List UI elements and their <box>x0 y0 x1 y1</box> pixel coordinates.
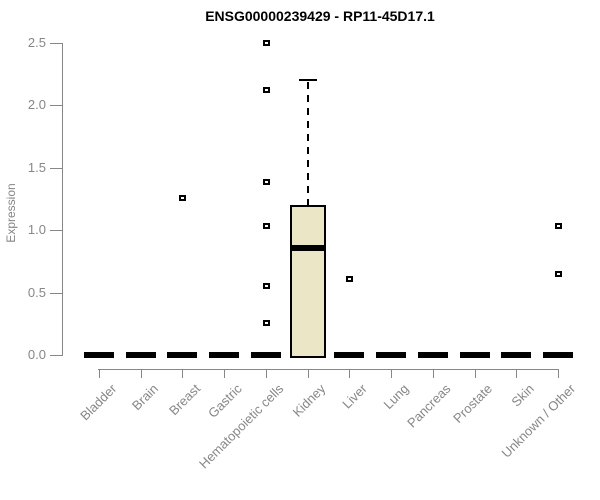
x-tick <box>558 369 560 378</box>
x-tick <box>265 369 267 378</box>
x-category-label: Brain <box>129 381 162 414</box>
outlier-point <box>262 40 270 46</box>
x-category-label: Prostate <box>450 381 496 426</box>
x-tick <box>307 369 309 378</box>
x-category-label: Gastric <box>205 381 245 421</box>
outlier-point <box>346 275 354 282</box>
y-tick <box>50 167 62 169</box>
zero-box-bar <box>167 352 198 358</box>
upper-whisker-cap <box>298 79 317 82</box>
y-tick <box>50 292 62 294</box>
chart-title: ENSG00000239429 - RP11-45D17.1 <box>205 8 435 24</box>
outlier-point <box>262 178 270 185</box>
y-tick-label: 1.0 <box>27 222 46 238</box>
x-category-label: Bladder <box>77 381 120 424</box>
zero-box-bar <box>125 352 156 358</box>
x-tick <box>391 369 393 378</box>
y-tick <box>50 355 62 356</box>
y-tick-label: 2.5 <box>27 35 46 50</box>
y-tick-label: 2.0 <box>27 97 46 113</box>
x-tick <box>349 369 351 378</box>
x-tick <box>182 369 184 378</box>
outlier-point <box>262 319 270 326</box>
y-tick-label: 0.5 <box>27 284 46 300</box>
outlier-point <box>179 194 187 201</box>
x-category-label: Unknown / Other <box>499 381 579 461</box>
box <box>289 205 326 358</box>
x-tick <box>432 369 434 378</box>
zero-box-bar <box>543 352 574 358</box>
y-axis-title: Expression <box>4 183 18 243</box>
zero-box-bar <box>250 352 281 358</box>
zero-box-bar <box>376 352 407 358</box>
x-category-label: Lung <box>380 381 412 413</box>
x-category-label: Liver <box>339 381 370 412</box>
x-category-label: Pancreas <box>404 381 454 431</box>
zero-box-bar <box>501 352 532 358</box>
zero-box-bar <box>417 352 448 358</box>
x-tick <box>474 369 476 378</box>
upper-whisker-line <box>306 82 309 206</box>
x-category-label: Skin <box>508 381 537 410</box>
y-tick <box>50 230 62 232</box>
outlier-point <box>262 283 270 290</box>
zero-box-bar <box>209 352 240 358</box>
outlier-point <box>262 87 270 94</box>
y-tick-label: 0.0 <box>27 347 46 362</box>
x-tick <box>224 369 226 378</box>
x-tick <box>516 369 518 378</box>
zero-box-bar <box>84 352 114 358</box>
x-tick <box>140 369 142 378</box>
outlier-point <box>262 223 270 230</box>
x-category-label: Kidney <box>289 381 329 420</box>
y-axis-line <box>62 43 63 356</box>
outlier-point <box>555 270 563 277</box>
y-tick-label: 1.5 <box>27 159 46 175</box>
x-category-label: Breast <box>165 381 204 419</box>
zero-box-bar <box>459 352 490 358</box>
median-line <box>291 244 324 251</box>
zero-box-bar <box>334 352 365 358</box>
y-tick <box>50 43 62 44</box>
x-tick <box>99 369 100 378</box>
y-tick <box>50 105 62 107</box>
outlier-point <box>555 223 563 230</box>
x-axis-line <box>98 369 560 370</box>
